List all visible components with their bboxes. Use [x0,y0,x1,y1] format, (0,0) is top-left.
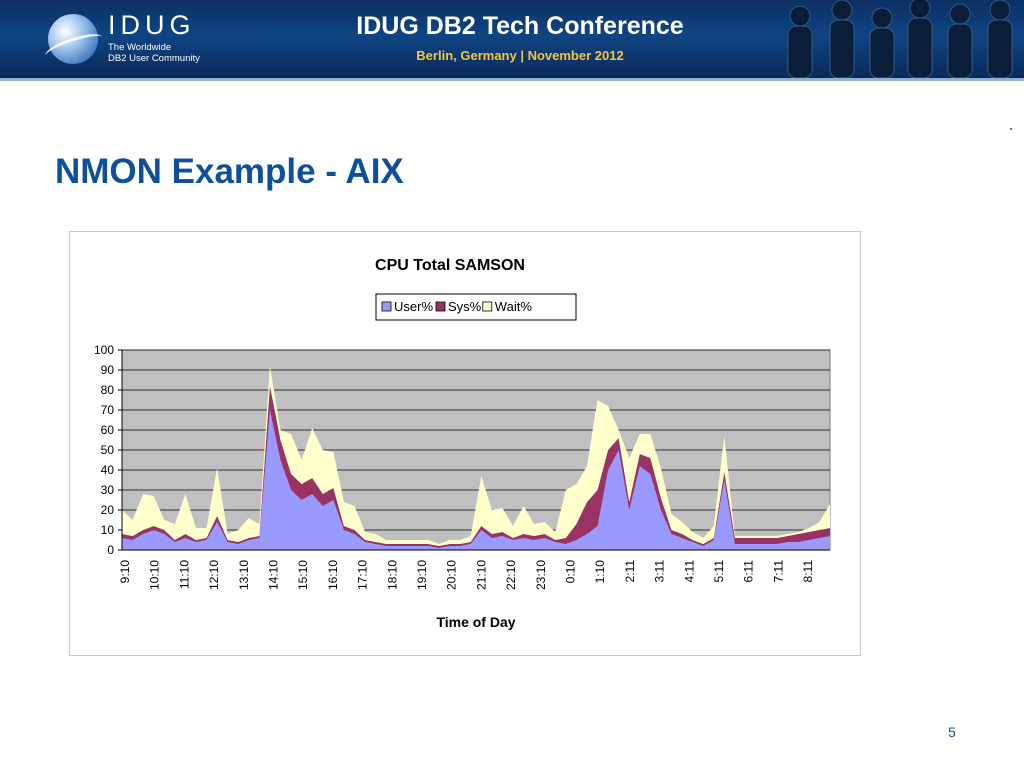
y-tick-label: 50 [101,443,115,457]
y-tick-label: 70 [101,403,115,417]
y-axis: 0 10 20 30 40 50 60 70 80 90 100 [94,343,123,557]
x-tick-label: 13:10 [237,560,251,590]
page-number: 5 [948,724,956,740]
x-tick-label: 9:10 [118,560,132,584]
x-tick-label: 17:10 [356,560,370,590]
cpu-chart: CPU Total SAMSON User% Sys% Wait% 0 10 20 30 4… [94,257,831,630]
legend-box [375,293,577,321]
x-tick-label: 6:11 [742,560,756,583]
x-tick-label: 7:11 [771,560,785,583]
x-tick-label: 19:10 [415,560,429,590]
x-tick-label: 4:11 [682,560,696,583]
legend-swatch [435,301,446,312]
logo-tagline-line-1: The Worldwide [108,42,172,53]
chart-legend: User% Sys% Wait% [375,293,577,321]
y-tick-label: 30 [101,483,115,497]
x-axis: 9:10 10:10 11:10 12:10 13:10 14:10 15:10 16:10 1… [118,549,830,590]
x-tick-label: 16:10 [326,560,340,590]
x-tick-label: 21:10 [474,560,488,590]
area-wait [122,366,830,546]
legend-swatch [381,301,392,312]
y-tick-label: 80 [101,383,115,397]
y-tick-label: 40 [101,463,115,477]
banner-divider [0,78,1024,81]
x-tick-label: 22:10 [504,560,518,590]
x-tick-label: 2:11 [623,560,637,583]
conference-banner: IDUG The Worldwide DB2 User Community ID… [0,0,1024,78]
x-tick-label: 0:10 [564,560,578,584]
x-tick-label: 10:10 [148,560,162,590]
conference-subtitle: Berlin, Germany | November 2012 [416,48,624,63]
x-tick-label: 20:10 [445,560,459,590]
y-tick-label: 20 [101,503,115,517]
slide-title: NMON Example - AIX [55,152,404,191]
x-tick-label: 1:10 [593,560,607,584]
chart-container: CPU Total SAMSON User% Sys% Wait% 0 10 20 30 4… [69,231,861,656]
y-tick-label: 100 [94,343,114,357]
x-tick-label: 14:10 [267,560,281,590]
chart-title: CPU Total SAMSON [375,257,525,274]
x-axis-title: Time of Day [436,614,515,630]
legend-label: User% [394,299,433,314]
x-tick-label: 8:11 [801,560,815,583]
idug-globe-icon [48,14,98,64]
y-tick-label: 10 [101,523,115,537]
x-tick-label: 18:10 [385,560,399,590]
legend-swatch [482,301,493,312]
x-tick-label: 15:10 [296,560,310,590]
x-tick-label: 5:11 [712,560,726,583]
x-tick-label: 11:10 [177,560,191,589]
y-tick-label: 60 [101,423,115,437]
x-tick-label: 12:10 [207,560,221,590]
area-user [122,410,830,550]
stacked-areas [122,366,830,550]
logo-name: IDUG [108,10,196,40]
legend-label: Wait% [495,299,533,314]
logo-tagline: The Worldwide DB2 User Community [108,42,218,64]
x-tick-label: 23:10 [534,560,548,590]
decorative-dot [1010,128,1012,130]
x-tick-label: 3:11 [653,560,667,583]
conference-title: IDUG DB2 Tech Conference [356,12,684,40]
y-tick-label: 90 [101,363,115,377]
logo-tagline-line-2: DB2 User Community [108,53,200,64]
y-tick-label: 0 [107,543,114,557]
legend-label: Sys% [448,299,482,314]
crowd-silhouette-image [787,0,1013,78]
